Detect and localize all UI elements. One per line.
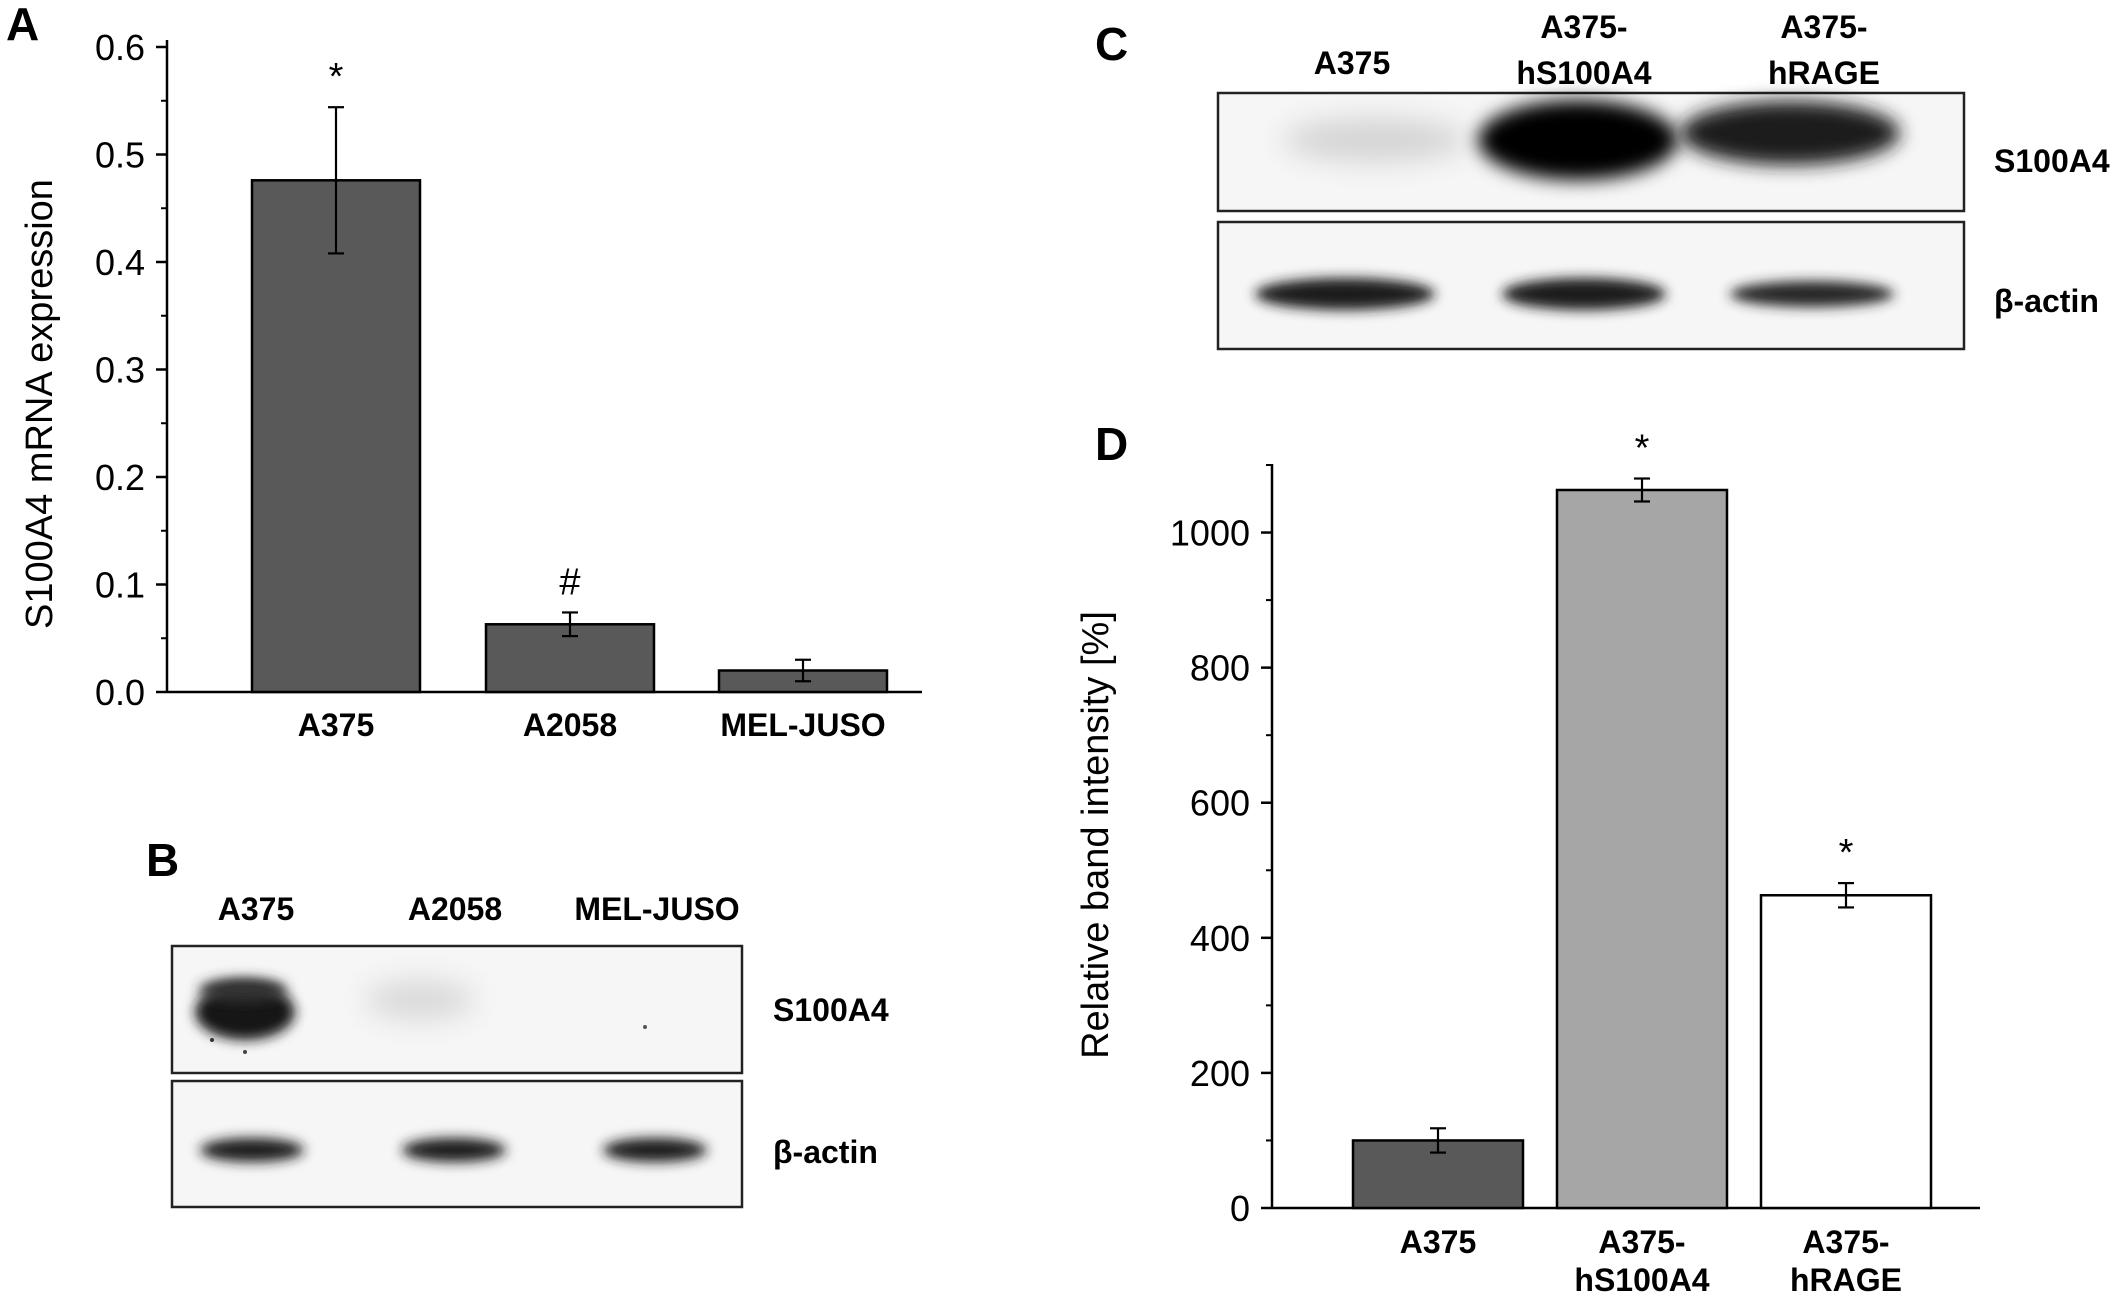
panel-a-bar-0 — [250, 179, 422, 694]
blot-b-band-a2058-s100a4 — [365, 980, 475, 1020]
panel-d-ytick-label-4: 800 — [1190, 648, 1250, 689]
blot-b-lane-label-a2058: A2058 — [408, 891, 502, 927]
panel-d-annotation-1: * — [1635, 428, 1650, 470]
blot-c-band-a375-s100a4 — [1283, 118, 1467, 162]
blot-c-band-a375-actin — [1255, 278, 1435, 310]
blot-b-band-mel-juso-actin — [603, 1138, 707, 1162]
blot-b-row-label-s100a4: S100A4 — [773, 992, 889, 1028]
panel-a-ytick-label-3: 0.3 — [95, 350, 145, 391]
panel-a-bar-chart: A S100A4 mRNA expression 0.0 0.1 0.2 0.3 0.4… — [6, 0, 922, 743]
blot-b-lane-label-a375: A375 — [218, 891, 295, 927]
panel-a-bars: * A375 # A2058 MEL-JUSO — [250, 56, 889, 743]
panel-a-axes: 0.0 0.1 0.2 0.3 0.4 0.5 0.6 — [95, 27, 922, 713]
blot-c-lane-label-a375: A375 — [1314, 45, 1391, 81]
panel-d-category-label-0: A375 — [1400, 1224, 1477, 1260]
panel-a-annotation-0: * — [329, 56, 344, 98]
panel-d-bars: A375*A375-hS100A4*A375-hRAGE — [1351, 428, 1933, 1298]
panel-letter-a: A — [6, 0, 39, 50]
blot-b-band-a375-actin — [200, 1138, 304, 1162]
blot-c-row-label-s100a4: S100A4 — [1994, 143, 2110, 179]
panel-d-bar-1 — [1555, 488, 1729, 1210]
panel-a-category-label-1: A2058 — [523, 707, 617, 743]
blot-c-lane-label-hrage-line1: A375- — [1780, 9, 1867, 45]
blot-c-s100a4-membrane — [1216, 91, 1966, 213]
panel-a-ytick-label-5: 0.5 — [95, 135, 145, 176]
panel-a-category-label-2: MEL-JUSO — [720, 707, 885, 743]
panel-a-annotation-1: # — [559, 561, 580, 603]
panel-d-ytick-label-5: 1000 — [1170, 513, 1250, 554]
blot-b-actin-membrane — [170, 1079, 744, 1209]
panel-letter-d: D — [1095, 418, 1128, 470]
blot-c-band-hrage-s100a4 — [1680, 101, 1900, 165]
panel-d-category-label-2-line0: A375- — [1802, 1224, 1889, 1260]
blot-c-lane-label-hrage-line2: hRAGE — [1768, 55, 1880, 91]
blot-b-band-a2058-actin — [402, 1138, 506, 1162]
panel-a-ytick-label-2: 0.2 — [95, 457, 145, 498]
blot-c-actin-membrane — [1216, 220, 1966, 351]
panel-a-ytick-label-4: 0.4 — [95, 242, 145, 283]
panel-a-category-label-0: A375 — [298, 707, 375, 743]
blot-c-row-label-actin: β-actin — [1994, 283, 2099, 319]
blot-b-s100a4-membrane — [170, 944, 744, 1075]
panel-d-annotation-2: * — [1839, 832, 1854, 874]
blot-b-row-label-actin: β-actin — [773, 1134, 878, 1170]
panel-d-ytick-label-3: 600 — [1190, 783, 1250, 824]
blot-c-band-hrage-actin — [1730, 281, 1894, 307]
blot-c-lane-label-hs100a4-line2: hS100A4 — [1516, 55, 1651, 91]
panel-d-ytick-label-2: 400 — [1190, 918, 1250, 959]
panel-d-ytick-label-0: 0 — [1230, 1188, 1250, 1229]
panel-a-ylabel: S100A4 mRNA expression — [19, 179, 61, 629]
blot-b-band-a375-s100a4-upper — [199, 978, 287, 1002]
blot-c-band-hs100a4-s100a4 — [1478, 100, 1678, 180]
panel-a-ytick-label-0: 0.0 — [95, 672, 145, 713]
panel-a-ytick-label-6: 0.6 — [95, 27, 145, 68]
panel-b-western-blot: B A375 A2058 MEL-JUSO S100A4 β-actin — [146, 834, 889, 1209]
blot-b-lane-label-mel-juso: MEL-JUSO — [574, 891, 739, 927]
panel-d-category-label-1-line0: A375- — [1598, 1224, 1685, 1260]
blot-c-lane-label-hs100a4-line1: A375- — [1540, 9, 1627, 45]
panel-letter-b: B — [146, 834, 179, 886]
blot-c-band-hs100a4-actin — [1502, 278, 1666, 310]
panel-d-category-label-1-line1: hS100A4 — [1574, 1262, 1709, 1298]
panel-d-bar-2 — [1759, 894, 1933, 1210]
panel-d-ytick-label-1: 200 — [1190, 1053, 1250, 1094]
panel-d-bar-chart: D Relative band intensity [%] 0 200 400 600… — [1075, 418, 1980, 1298]
panel-a-ytick-label-1: 0.1 — [95, 565, 145, 606]
panel-d-category-label-2-line1: hRAGE — [1790, 1262, 1902, 1298]
panel-d-ylabel: Relative band intensity [%] — [1075, 611, 1117, 1059]
panel-letter-c: C — [1095, 18, 1128, 70]
panel-c-western-blot: C A375 A375- hS100A4 A375- hRAGE S100A4 … — [1095, 9, 2110, 351]
